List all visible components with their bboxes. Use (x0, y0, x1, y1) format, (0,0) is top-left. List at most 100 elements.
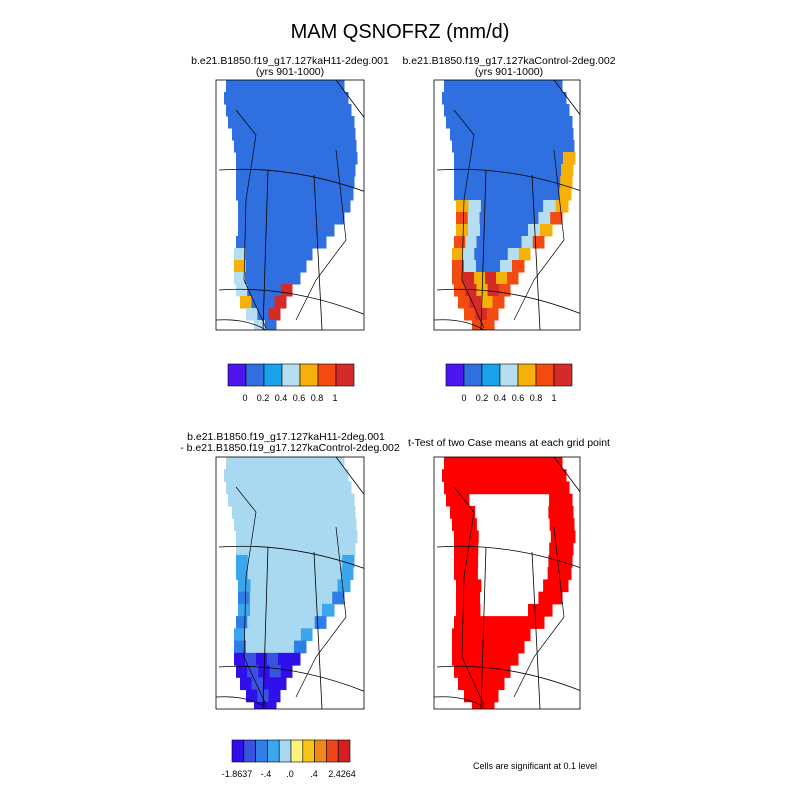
map-cell (467, 80, 480, 93)
map-cell (308, 530, 322, 544)
map-cell (498, 665, 511, 678)
map-cell (491, 116, 504, 129)
map-cell (528, 469, 542, 482)
map-cell (269, 665, 282, 678)
map-cell (294, 188, 307, 201)
map-cell (442, 469, 455, 482)
map-cell (513, 176, 526, 189)
map-cell (532, 236, 545, 249)
map-cell (276, 481, 289, 495)
map-cell (271, 554, 284, 568)
map-cell (342, 128, 356, 141)
map-cell (285, 80, 298, 93)
map-cell (254, 320, 266, 330)
map-cell (483, 320, 495, 330)
map-cell (550, 80, 563, 93)
colorbar-box (463, 363, 483, 387)
map-cell (526, 116, 539, 129)
map-cell (323, 92, 337, 105)
map-cell (259, 567, 272, 580)
map-cell (547, 188, 560, 201)
map-cell (236, 530, 249, 544)
map-cell (514, 212, 528, 225)
map-cell (294, 567, 307, 580)
map-cell (261, 92, 275, 105)
map-cell (481, 481, 495, 495)
map-cell (314, 236, 327, 249)
map-cell (454, 665, 466, 678)
map-cell (319, 542, 332, 556)
map-cell (538, 591, 551, 605)
map-cell (476, 236, 489, 249)
map-cell (464, 260, 477, 273)
map-cell (455, 457, 469, 470)
map-cell (518, 628, 531, 642)
map-cell (262, 116, 275, 129)
map-cell (518, 248, 531, 261)
map-cell (260, 530, 273, 544)
map-cell (234, 518, 247, 531)
map-cell (477, 176, 490, 189)
map-cell (296, 457, 310, 470)
map-cell (307, 518, 320, 531)
map-cell (330, 554, 343, 568)
cbar3-label-2: .0 (286, 769, 294, 779)
map-cell (226, 481, 239, 495)
map-cell (278, 652, 290, 666)
map-cell (263, 481, 277, 495)
map-cell (560, 128, 574, 141)
map-cell (465, 554, 479, 568)
map-cell (322, 224, 335, 237)
map-cell (501, 176, 514, 189)
colorbar-box (499, 363, 519, 387)
map-cell (318, 128, 331, 141)
map-cell (269, 616, 282, 629)
map-cell (332, 80, 345, 93)
map-cell (287, 579, 301, 593)
map-cell (543, 200, 557, 213)
panel2-map (433, 79, 581, 331)
map-cell (256, 272, 268, 285)
map-cell (237, 457, 251, 470)
map-cell (454, 530, 467, 544)
map-cell (238, 591, 251, 605)
map-cell (282, 518, 296, 531)
map-cell (444, 80, 457, 93)
map-cell (489, 176, 502, 189)
map-cell (262, 603, 275, 617)
map-cell (323, 469, 337, 482)
colorbar-box (445, 363, 465, 387)
map-cell (560, 505, 574, 519)
map-cell (280, 284, 293, 297)
longitude-line (480, 169, 487, 330)
map-cell (463, 628, 475, 642)
map-cell (556, 104, 570, 117)
map-cell (262, 200, 276, 213)
map-cell (496, 652, 508, 666)
map-cell (532, 616, 545, 629)
map-cell (512, 640, 525, 654)
map-cell (296, 116, 309, 129)
map-cell (446, 116, 458, 129)
colorbar-box (302, 739, 315, 763)
map-cell (313, 104, 327, 117)
map-cell (308, 212, 321, 225)
map-cell (325, 200, 339, 213)
map-cell (332, 152, 346, 165)
latitude-line (218, 288, 364, 315)
longitude-line (313, 551, 323, 709)
colorbar-box (227, 363, 247, 387)
map-cell (226, 457, 239, 470)
panel2-subtitle: (yrs 901-1000) (475, 66, 543, 78)
map-cell (444, 104, 457, 117)
map-cell (335, 92, 349, 105)
map-cell (258, 260, 271, 273)
map-cell (232, 505, 245, 519)
map-cell (300, 200, 314, 213)
map-cell (273, 212, 286, 225)
map-cell (486, 128, 500, 141)
map-cell (561, 542, 574, 556)
colorbar-box (535, 363, 555, 387)
map-cell (310, 224, 323, 237)
map-cell (487, 665, 500, 678)
